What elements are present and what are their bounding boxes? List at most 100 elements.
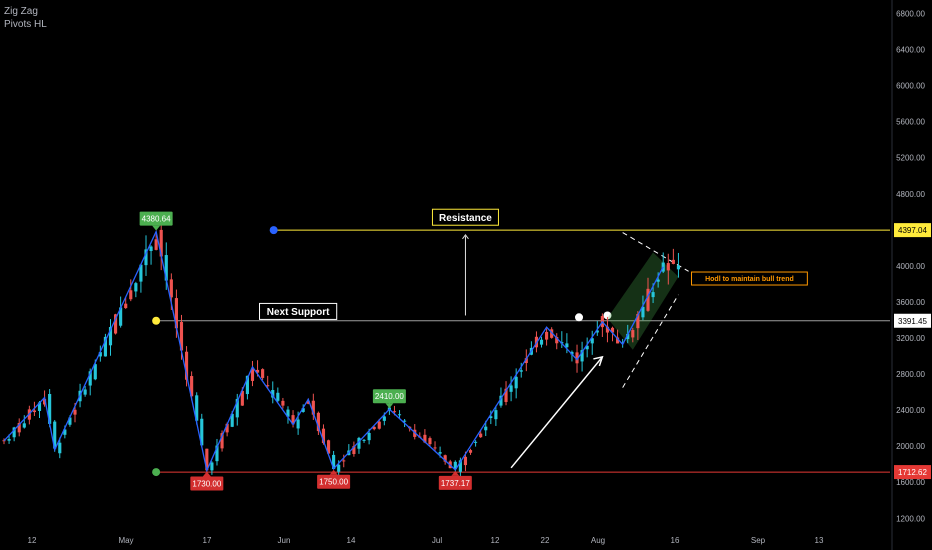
price-scale[interactable]: 6800.00 6400.00 6000.00 5600.00 5200.00 4800.… [891, 0, 926, 550]
pivot-label-box [438, 475, 472, 490]
pivot-label-box [139, 211, 173, 226]
bull-candle [53, 421, 57, 449]
bull-candle [230, 413, 234, 427]
bull-candle [357, 437, 361, 449]
bear-candle [423, 434, 427, 443]
y-tick-label: 1600.00 [896, 478, 925, 487]
bull-candle [585, 345, 589, 350]
high-pivot-label: 4380.64 [139, 211, 173, 231]
bear-candle [524, 358, 528, 364]
hodl-label-text: Hodl to maintain bull trend [705, 276, 794, 283]
trend-arrow-head [593, 355, 604, 367]
bull-candle [235, 398, 239, 418]
resistance-anchor-dot [269, 226, 278, 235]
bear-candle [190, 376, 194, 397]
bull-candle [641, 306, 645, 318]
bear-candle [291, 415, 295, 425]
x-tick-label: 14 [347, 536, 356, 545]
y-tick-label: 1200.00 [896, 514, 925, 523]
bull-candle [626, 333, 630, 340]
bull-candle [245, 375, 249, 395]
bear-candle [545, 331, 549, 340]
price-tags: 4397.04 3391.45 1712.62 [894, 223, 931, 480]
support-anchor-dot [152, 316, 161, 325]
y-tick-label: 5600.00 [896, 118, 925, 127]
bull-candle [271, 390, 275, 398]
price-tag-box [894, 313, 931, 328]
high-pivot-label: 2410.00 [372, 389, 406, 409]
y-tick-label: 6000.00 [896, 82, 925, 91]
bear-candle [671, 259, 675, 264]
bear-candle [479, 433, 483, 438]
y-tick-label: 6800.00 [896, 10, 925, 19]
bear-candle [281, 400, 285, 406]
bull-candle [286, 409, 290, 417]
bear-candle [225, 423, 229, 433]
bull-candle [397, 414, 402, 416]
x-tick-label: 16 [671, 536, 680, 545]
pivot-label-box [317, 474, 351, 489]
time-scale[interactable]: 12 May 17 Jun 14 Jul 12 22 Aug 16 Sep 13 [28, 536, 824, 545]
bull-candle [149, 246, 153, 252]
bear-candle [605, 326, 610, 333]
bull-candle [301, 408, 305, 412]
bull-candle [332, 454, 336, 470]
bull-candle [519, 370, 523, 372]
bull-candle [509, 385, 513, 392]
indicator-pivots-label: Pivots HL [4, 19, 47, 30]
bear-candle [392, 411, 397, 413]
bear-candle [555, 336, 559, 344]
bull-candle [453, 461, 457, 469]
bear-candle [250, 368, 255, 381]
bull-candle [362, 439, 366, 441]
price-tag-text: 3391.45 [898, 317, 927, 326]
x-tick-label: Aug [591, 536, 605, 545]
bull-candle [367, 432, 371, 441]
bear-candle [154, 239, 158, 250]
bear-candle [352, 446, 356, 455]
bear-candle [631, 330, 635, 338]
x-tick-label: 22 [541, 536, 550, 545]
y-tick-label: 2800.00 [896, 370, 925, 379]
pivot-labels: 4380.64 2410.00 1730.00 1750.00 1737.17 [139, 211, 472, 491]
bull-candle [12, 427, 16, 438]
y-tick-label: 3600.00 [896, 298, 925, 307]
x-tick-label: 12 [491, 536, 500, 545]
bear-candle [666, 263, 670, 271]
channel-top-dashed [622, 232, 689, 272]
bear-candle [73, 409, 77, 415]
bear-candle [261, 369, 265, 378]
bull-candle [22, 423, 26, 428]
bull-candle [88, 371, 92, 386]
bull-candle [337, 464, 341, 472]
bear-candle [550, 329, 554, 338]
bull-candle [58, 442, 62, 454]
pivot-label-pointer [451, 470, 460, 476]
bull-candle [494, 410, 498, 420]
indicator-legend: Zig Zag Pivots HL [4, 5, 47, 31]
bear-candle [184, 351, 189, 380]
support-price-tag: 3391.45 [894, 313, 931, 328]
y-tick-label: 4000.00 [896, 262, 925, 271]
low-pivot-label: 1737.17 [438, 470, 472, 490]
bull-candle [7, 438, 11, 441]
bull-candle [103, 336, 107, 357]
pivot-label-text: 1730.00 [192, 480, 221, 489]
bear-candle [113, 314, 118, 334]
resistance-price-tag: 4397.04 [894, 223, 931, 238]
bull-candle [656, 279, 660, 282]
bull-candle [93, 364, 97, 380]
bull-candle [489, 416, 493, 419]
bear-candle [32, 410, 36, 413]
bull-candle [68, 417, 72, 425]
bear-candle [428, 438, 432, 445]
bear-candle [179, 322, 184, 351]
bull-candle [119, 307, 123, 326]
bull-candle [83, 389, 87, 395]
y-tick-label: 2000.00 [896, 442, 925, 451]
pivot-label-text: 2410.00 [375, 392, 404, 401]
bull-candle [37, 402, 42, 412]
bear-candle [124, 303, 128, 309]
bear-candle [463, 456, 468, 466]
